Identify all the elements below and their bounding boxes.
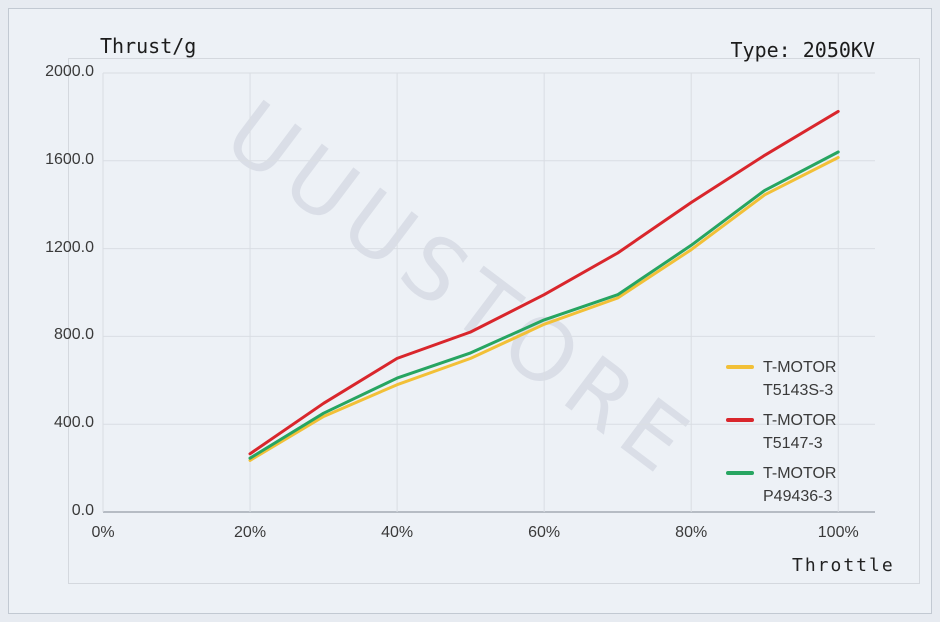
legend-label-line2: T5143S-3 bbox=[763, 382, 834, 399]
x-tick-label: 40% bbox=[381, 524, 414, 541]
y-tick-label: 800.0 bbox=[53, 326, 94, 344]
legend-label-line1: T-MOTOR bbox=[763, 465, 837, 482]
x-tick-label: 20% bbox=[234, 524, 267, 541]
legend-swatch-icon bbox=[726, 471, 754, 475]
y-tick-label: 1200.0 bbox=[45, 238, 94, 256]
chart-frame bbox=[68, 58, 920, 584]
series-line-t5147-3 bbox=[248, 109, 840, 456]
y-tick-label: 1600.0 bbox=[45, 150, 94, 168]
legend-swatch-icon bbox=[726, 365, 754, 369]
series-line-t5143s-3 bbox=[248, 156, 840, 462]
outer-frame bbox=[8, 8, 932, 614]
legend-entry: T-MOTOR P49436-3 bbox=[726, 462, 836, 508]
legend-label-line2: P49436-3 bbox=[763, 488, 833, 505]
y-tick-label: 0.0 bbox=[71, 502, 94, 519]
y-tick-label: 400.0 bbox=[53, 414, 94, 432]
legend-label: T-MOTOR T5147-3 bbox=[763, 409, 836, 455]
legend-entry: T-MOTOR T5143S-3 bbox=[726, 356, 836, 402]
legend-entry: T-MOTOR T5147-3 bbox=[726, 409, 836, 455]
x-tick-label: 100% bbox=[817, 524, 859, 541]
chart-title: Thrust/g bbox=[100, 34, 197, 58]
legend-label: T-MOTOR P49436-3 bbox=[763, 462, 836, 508]
legend-label-line1: T-MOTOR bbox=[763, 359, 837, 376]
x-tick-label: 80% bbox=[675, 524, 708, 541]
series-line-p49436-3 bbox=[248, 150, 840, 460]
x-tick-label: 60% bbox=[528, 524, 561, 541]
motor-type-label: Type: 2050KV bbox=[730, 38, 876, 62]
x-axis-title: Throttle bbox=[792, 555, 895, 576]
legend-label-line2: T5147-3 bbox=[763, 435, 823, 452]
legend-label-line1: T-MOTOR bbox=[763, 412, 837, 429]
legend-swatch-icon bbox=[726, 418, 754, 422]
legend: T-MOTOR T5143S-3 T-MOTOR T5147-3 T-MOTOR P494… bbox=[726, 356, 836, 515]
legend-label: T-MOTOR T5143S-3 bbox=[763, 356, 836, 402]
x-tick-label: 0% bbox=[91, 524, 115, 541]
y-tick-label: 2000.0 bbox=[45, 63, 94, 80]
